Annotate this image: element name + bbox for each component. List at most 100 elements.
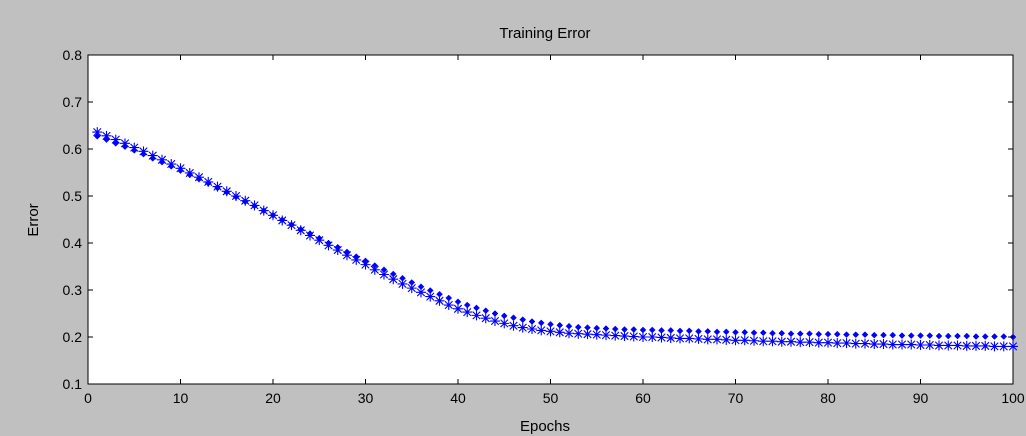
data-point-asterisk (221, 186, 232, 197)
data-point-asterisk (610, 330, 621, 341)
x-tick-label: 30 (358, 390, 374, 406)
data-point-diamond (917, 332, 924, 339)
data-point-asterisk (360, 259, 371, 270)
data-point-diamond (815, 330, 823, 338)
data-point-asterisk (268, 210, 278, 221)
data-point-asterisk (129, 142, 140, 153)
y-tick-label: 0.1 (63, 376, 83, 392)
data-point-asterisk (998, 341, 1009, 352)
data-point-diamond (833, 330, 841, 338)
data-point-asterisk (887, 339, 898, 350)
data-point-asterisk (203, 176, 214, 187)
data-point-asterisk (425, 291, 436, 302)
x-tick-label: 50 (543, 390, 559, 406)
y-axis-label: Error (25, 203, 42, 236)
data-point-asterisk (693, 333, 704, 344)
data-point-asterisk (258, 205, 269, 216)
data-point-asterisk (462, 307, 473, 318)
data-point-asterisk (471, 310, 482, 321)
data-point-asterisk (665, 332, 676, 343)
data-point-asterisk (212, 181, 223, 192)
data-point-asterisk (906, 339, 917, 350)
x-tick-label: 60 (635, 390, 651, 406)
data-point-asterisk (601, 330, 611, 341)
y-tick-label: 0.3 (63, 282, 83, 298)
data-point-asterisk (767, 336, 778, 347)
x-tick-label: 100 (1001, 390, 1025, 406)
data-point-diamond (991, 333, 998, 340)
data-point-asterisk (166, 159, 177, 170)
data-point-asterisk (841, 338, 852, 349)
data-point-asterisk (647, 332, 658, 342)
data-point-asterisk (684, 333, 695, 344)
data-point-asterisk (295, 225, 306, 236)
data-point-diamond (759, 329, 767, 337)
data-point-asterisk (730, 335, 741, 346)
data-point-asterisk (147, 150, 158, 161)
data-point-asterisk (499, 318, 510, 329)
data-point-diamond (861, 331, 869, 339)
data-point-asterisk (508, 320, 519, 331)
data-point-asterisk (351, 254, 362, 265)
data-point-asterisk (194, 172, 204, 183)
data-point-asterisk (554, 327, 565, 338)
data-point-asterisk (184, 167, 195, 178)
data-point-asterisk (739, 335, 750, 346)
data-point-asterisk (388, 274, 399, 285)
data-point-asterisk (527, 324, 537, 335)
data-point-asterisk (980, 340, 991, 351)
data-point-asterisk (638, 332, 648, 342)
data-point-diamond (806, 330, 813, 338)
data-point-asterisk (277, 215, 288, 226)
data-point-asterisk (813, 337, 824, 348)
data-point-asterisk (138, 146, 149, 157)
data-point-asterisk (120, 138, 130, 149)
data-point-asterisk (564, 328, 574, 339)
data-point-asterisk (860, 338, 870, 349)
data-point-asterisk (1008, 341, 1018, 352)
data-point-asterisk (240, 195, 251, 206)
data-point-asterisk (332, 245, 343, 256)
data-point-asterisk (702, 334, 713, 345)
data-point-asterisk (379, 269, 389, 280)
data-point-asterisk (397, 278, 408, 289)
y-tick-label: 0.4 (63, 235, 83, 251)
data-point-asterisk (869, 339, 880, 350)
data-point-asterisk (249, 200, 260, 211)
data-point-diamond (981, 333, 989, 340)
data-point-diamond (898, 332, 906, 339)
data-point-asterisk (286, 220, 297, 231)
data-point-asterisk (536, 325, 547, 336)
data-point-asterisk (656, 332, 667, 343)
data-point-asterisk (582, 329, 593, 340)
data-point-asterisk (443, 300, 454, 311)
x-axis-label: Epochs (520, 418, 570, 435)
data-point-diamond (889, 331, 897, 339)
data-point-asterisk (545, 326, 556, 337)
data-point-asterisk (915, 339, 926, 350)
data-point-diamond (954, 332, 961, 340)
data-point-asterisk (490, 316, 500, 327)
x-tick-label: 20 (265, 390, 281, 406)
chart-title: Training Error (499, 25, 590, 42)
data-point-asterisk (758, 336, 769, 347)
data-point-asterisk (712, 334, 722, 345)
data-point-asterisk (157, 154, 167, 165)
data-point-asterisk (517, 322, 528, 333)
data-point-diamond (944, 332, 952, 340)
data-point-diamond (870, 331, 878, 339)
data-point-asterisk (971, 340, 981, 351)
data-point-asterisk (804, 337, 815, 348)
data-point-asterisk (573, 328, 584, 339)
data-point-asterisk (786, 336, 796, 347)
data-point-asterisk (878, 339, 889, 350)
data-point-asterisk (952, 340, 963, 351)
x-tick-label: 90 (913, 390, 929, 406)
data-point-asterisk (989, 341, 1000, 352)
data-point-asterisk (776, 336, 787, 347)
data-point-asterisk (323, 240, 334, 251)
data-point-diamond (880, 331, 887, 339)
data-point-diamond (852, 331, 860, 339)
data-point-diamond (963, 332, 971, 340)
